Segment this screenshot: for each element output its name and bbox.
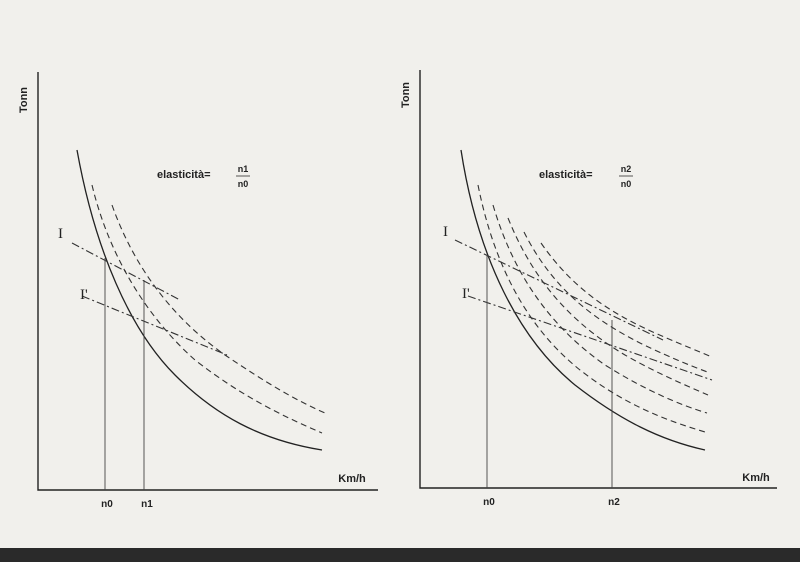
right-line-I: [454, 239, 664, 341]
left-x-axis-label: Km/h: [338, 473, 366, 485]
right-formula-text: elasticità=: [539, 169, 593, 181]
left-tick-n0: n0: [101, 499, 113, 510]
right-dashed-curve-5: [540, 242, 713, 358]
left-dashed-curve-1: [91, 184, 323, 434]
left-base-curve: [76, 149, 323, 451]
right-formula-numerator: n2: [621, 164, 632, 174]
left-label-I-prime: I': [80, 287, 88, 303]
right-tick-n2: n2: [608, 497, 620, 508]
right-dashed-curve-4: [523, 231, 711, 374]
left-tick-n1: n1: [141, 499, 153, 510]
right-axes: [419, 70, 777, 489]
left-axes: [37, 72, 378, 491]
right-dashed-curve-1: [477, 184, 706, 433]
left-line-I: [71, 242, 181, 301]
left-dashed-curve-2: [111, 204, 326, 414]
left-diagram: Tonn Km/h I I' elasticità= n1 n0 n0 n1: [18, 72, 378, 510]
paper-sheet: [0, 0, 800, 548]
right-label-I: I: [443, 224, 448, 240]
left-formula-numerator: n1: [238, 164, 249, 174]
left-formula-denominator: n0: [238, 179, 249, 189]
left-formula-text: elasticità=: [157, 169, 211, 181]
scan-border: [0, 548, 800, 562]
right-dashed-curve-3: [507, 217, 709, 396]
right-x-axis-label: Km/h: [742, 472, 770, 484]
right-base-curve: [460, 149, 706, 451]
left-label-I: I: [58, 226, 63, 242]
right-line-I-prime: [467, 295, 713, 381]
right-y-axis-label: Tonn: [400, 82, 412, 108]
left-y-axis-label: Tonn: [18, 87, 30, 113]
right-tick-n0: n0: [483, 497, 495, 508]
right-formula-denominator: n0: [621, 179, 632, 189]
right-diagram: Tonn Km/h I I' elasticità= n2 n0: [400, 70, 777, 508]
left-line-I-prime: [81, 295, 228, 356]
right-label-I-prime: I': [462, 286, 470, 302]
